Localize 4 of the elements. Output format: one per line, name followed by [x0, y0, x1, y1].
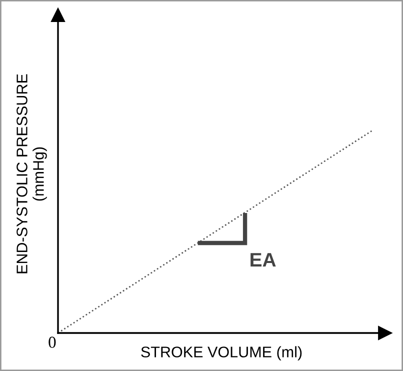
y-axis-title: END-SYSTOLIC PRESSURE (mmHg)	[16, 74, 47, 274]
annotation: EA	[250, 253, 276, 266]
x-axis-title: STROKE VOLUME (ml)	[141, 346, 302, 360]
text: 0	[48, 336, 56, 348]
